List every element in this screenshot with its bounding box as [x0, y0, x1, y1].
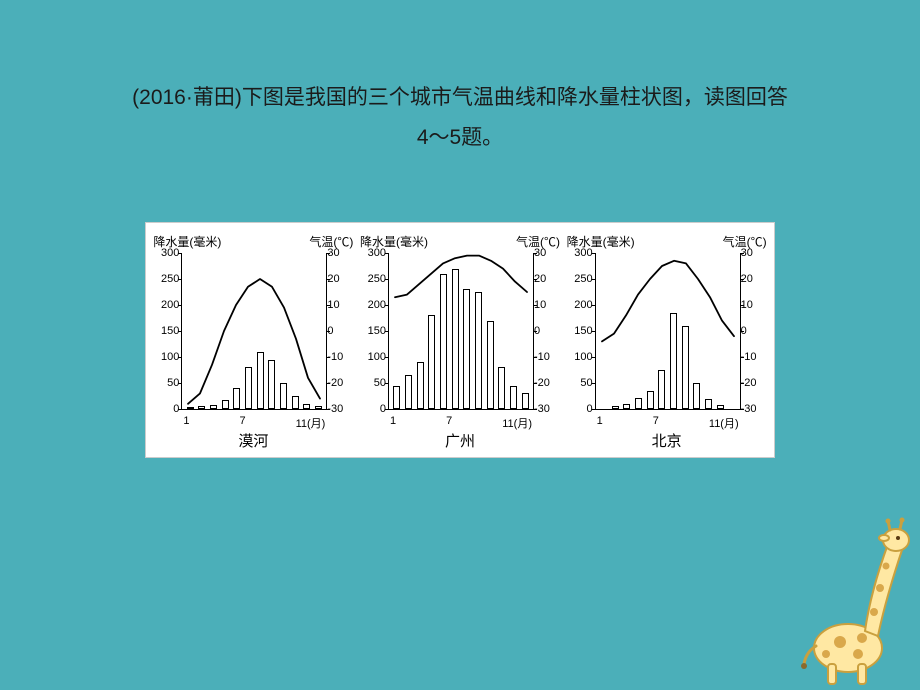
- precip-tick-label: 0: [153, 403, 179, 415]
- precip-tick-label: 50: [567, 377, 593, 389]
- precip-tick-label: 50: [153, 377, 179, 389]
- temp-curve: [182, 253, 326, 409]
- temp-tick-label: -20: [741, 377, 767, 389]
- temp-tick-label: -30: [534, 403, 560, 415]
- temp-tick-label: 30: [741, 247, 767, 259]
- x-tick-label: 11(月): [709, 415, 739, 431]
- precip-tick-label: 250: [567, 273, 593, 285]
- temp-tick-label: 30: [327, 247, 353, 259]
- x-tick-labels: 1 7 11(月): [181, 415, 325, 431]
- question-prefix: (2016·莆田): [132, 86, 242, 109]
- city-name: 北京: [567, 430, 767, 451]
- precip-tick-label: 150: [360, 325, 386, 337]
- temp-tick-label: -30: [327, 403, 353, 415]
- precip-tick-label: 50: [360, 377, 386, 389]
- x-tick-labels: 1 7 11(月): [595, 415, 739, 431]
- precip-tick-label: 250: [360, 273, 386, 285]
- axis-labels-row: 降水量(毫米)气温(℃): [360, 233, 560, 250]
- question-text: (2016·莆田)下图是我国的三个城市气温曲线和降水量柱状图，读图回答 4～5题…: [70, 0, 850, 158]
- precip-tick-label: 0: [567, 403, 593, 415]
- x-tick-label: 7: [239, 415, 245, 431]
- slide: (2016·莆田)下图是我国的三个城市气温曲线和降水量柱状图，读图回答 4～5题…: [0, 0, 920, 690]
- plot-area: [181, 253, 327, 410]
- x-tick-label: 1: [390, 415, 396, 431]
- precip-tick-label: 100: [360, 351, 386, 363]
- question-range: 4～5题。: [417, 126, 503, 149]
- plot-area: [388, 253, 534, 410]
- precip-tick-label: 150: [153, 325, 179, 337]
- temp-tick-label: 10: [741, 299, 767, 311]
- x-tick-label: 1: [597, 415, 603, 431]
- temp-tick-label: 20: [741, 273, 767, 285]
- temp-tick-label: -10: [534, 351, 560, 363]
- climograph-panel: 降水量(毫米)气温(℃) 0 50 100 150 200 250 300 -30 -20 -10 0…: [153, 233, 353, 453]
- precip-tick-label: 150: [567, 325, 593, 337]
- axis-labels-row: 降水量(毫米)气温(℃): [567, 233, 767, 250]
- plot-area: [595, 253, 741, 410]
- precip-tick-label: 300: [153, 247, 179, 259]
- temp-curve: [389, 253, 533, 409]
- temp-tick-label: 0: [327, 325, 353, 337]
- temp-tick-label: -30: [741, 403, 767, 415]
- x-tick-label: 11(月): [296, 415, 326, 431]
- temp-tick-label: -20: [327, 377, 353, 389]
- temp-tick-label: 0: [534, 325, 560, 337]
- temp-tick-label: 20: [327, 273, 353, 285]
- precip-tick-label: 300: [360, 247, 386, 259]
- city-name: 漠河: [153, 430, 353, 451]
- precip-tick-label: 100: [153, 351, 179, 363]
- precip-tick-label: 200: [153, 299, 179, 311]
- x-tick-labels: 1 7 11(月): [388, 415, 532, 431]
- temp-tick-label: 10: [327, 299, 353, 311]
- x-tick-label: 1: [183, 415, 189, 431]
- x-tick-label: 7: [653, 415, 659, 431]
- temp-tick-label: -20: [534, 377, 560, 389]
- temp-tick-label: 0: [741, 325, 767, 337]
- precip-tick-label: 0: [360, 403, 386, 415]
- axis-labels-row: 降水量(毫米)气温(℃): [153, 233, 353, 250]
- temp-curve: [596, 253, 740, 409]
- precip-tick-label: 100: [567, 351, 593, 363]
- climograph-panel: 降水量(毫米)气温(℃) 0 50 100 150 200 250 300 -30 -20 -10 0…: [567, 233, 767, 453]
- climograph-panel: 降水量(毫米)气温(℃) 0 50 100 150 200 250 300 -30 -20 -10 0…: [360, 233, 560, 453]
- city-name: 广州: [360, 430, 560, 451]
- temp-tick-label: -10: [741, 351, 767, 363]
- temp-tick-label: 30: [534, 247, 560, 259]
- precip-tick-label: 250: [153, 273, 179, 285]
- climographs-figure: 降水量(毫米)气温(℃)050100150200250300-30-20-100…: [145, 222, 775, 458]
- temp-tick-label: 10: [534, 299, 560, 311]
- precip-tick-label: 200: [360, 299, 386, 311]
- precip-tick-label: 200: [567, 299, 593, 311]
- x-tick-label: 11(月): [502, 415, 532, 431]
- temp-tick-label: 20: [534, 273, 560, 285]
- question-body: 下图是我国的三个城市气温曲线和降水量柱状图，读图回答: [242, 86, 788, 109]
- precip-tick-label: 300: [567, 247, 593, 259]
- x-tick-label: 7: [446, 415, 452, 431]
- temp-tick-label: -10: [327, 351, 353, 363]
- giraffe-decoration: [770, 516, 910, 686]
